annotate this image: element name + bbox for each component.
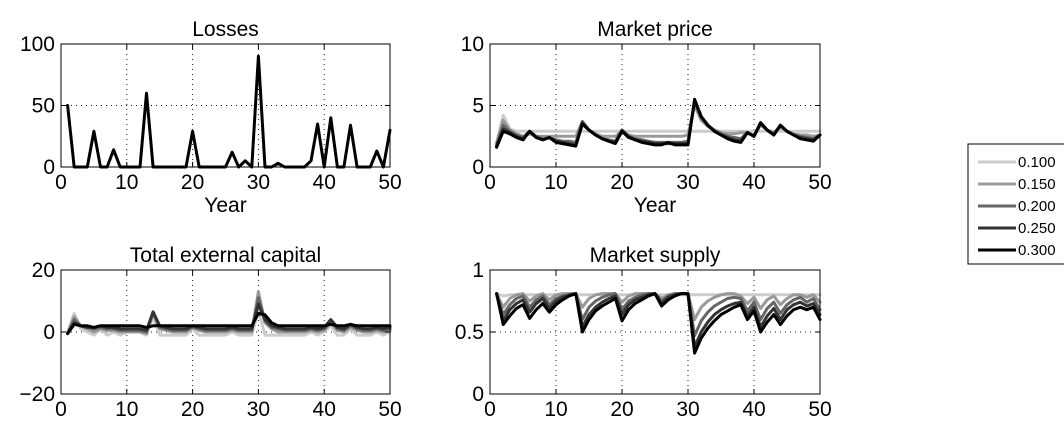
chart-title: Market price	[597, 18, 713, 41]
y-tick-label: −20	[19, 383, 55, 406]
x-tick-label: 40	[313, 398, 336, 421]
y-tick-label: 0	[472, 156, 484, 179]
legend-label: 0.300	[1018, 242, 1056, 259]
x-tick-label: 50	[378, 398, 401, 421]
x-tick-label: 50	[378, 171, 401, 194]
x-tick-label: 10	[544, 171, 567, 194]
x-tick-label: 50	[808, 171, 831, 194]
chart-market-price: 0 10 20 30 40 50 0 5 10 Market price Year	[461, 18, 832, 217]
y-tick-label: 5	[472, 95, 484, 118]
legend-label: 0.150	[1018, 176, 1056, 193]
chart-title: Losses	[192, 18, 259, 41]
x-tick-label: 20	[610, 398, 633, 421]
x-tick-label: 20	[181, 398, 204, 421]
y-tick-label: 20	[32, 259, 55, 282]
x-tick-label: 40	[742, 171, 765, 194]
y-tick-label: 0	[43, 156, 55, 179]
series-line-0-100	[66, 308, 392, 337]
chart-losses: 0 10 20 30 40 50 0 50 100 Losses Year	[20, 18, 402, 217]
chart-market-supply: 0 10 20 30 40 50 0 0.5 1 Market supply	[455, 244, 832, 421]
x-axis-label: Year	[634, 194, 676, 217]
x-tick-label: 0	[484, 171, 496, 194]
series-line-0-300	[495, 97, 822, 149]
y-tick-label: 0.5	[455, 321, 484, 344]
y-tick-label: 10	[461, 33, 484, 56]
legend-box	[967, 143, 1064, 265]
x-tick-label: 40	[742, 398, 765, 421]
series-line-0-300	[495, 292, 822, 355]
x-tick-label: 0	[55, 398, 67, 421]
x-tick-label: 50	[808, 398, 831, 421]
x-tick-label: 20	[610, 171, 633, 194]
x-tick-label: 30	[247, 398, 270, 421]
y-tick-label: 0	[472, 383, 484, 406]
series-line-0-300	[66, 311, 392, 336]
x-tick-label: 20	[181, 171, 204, 194]
chart-title: Total external capital	[130, 244, 321, 267]
x-tick-label: 40	[313, 171, 336, 194]
legend-label: 0.250	[1018, 220, 1056, 237]
y-tick-label: 0	[43, 321, 55, 344]
chart-title: Market supply	[590, 244, 721, 267]
x-tick-label: 30	[676, 171, 699, 194]
x-tick-label: 30	[247, 171, 270, 194]
y-tick-label: 100	[20, 33, 55, 56]
x-tick-label: 0	[484, 398, 496, 421]
y-tick-label: 1	[472, 259, 484, 282]
x-tick-label: 10	[115, 171, 138, 194]
x-tick-label: 10	[115, 398, 138, 421]
x-axis-label: Year	[204, 194, 246, 217]
series-line-0-100	[495, 113, 822, 144]
x-tick-label: 30	[676, 398, 699, 421]
legend-label: 0.100	[1018, 154, 1056, 171]
legend-label: 0.200	[1018, 198, 1056, 215]
x-tick-label: 10	[544, 398, 567, 421]
legend: 0.100 0.150 0.200 0.250 0.300	[967, 143, 1064, 265]
y-tick-label: 50	[32, 95, 55, 118]
plot-area	[61, 44, 390, 167]
x-tick-label: 0	[55, 171, 67, 194]
